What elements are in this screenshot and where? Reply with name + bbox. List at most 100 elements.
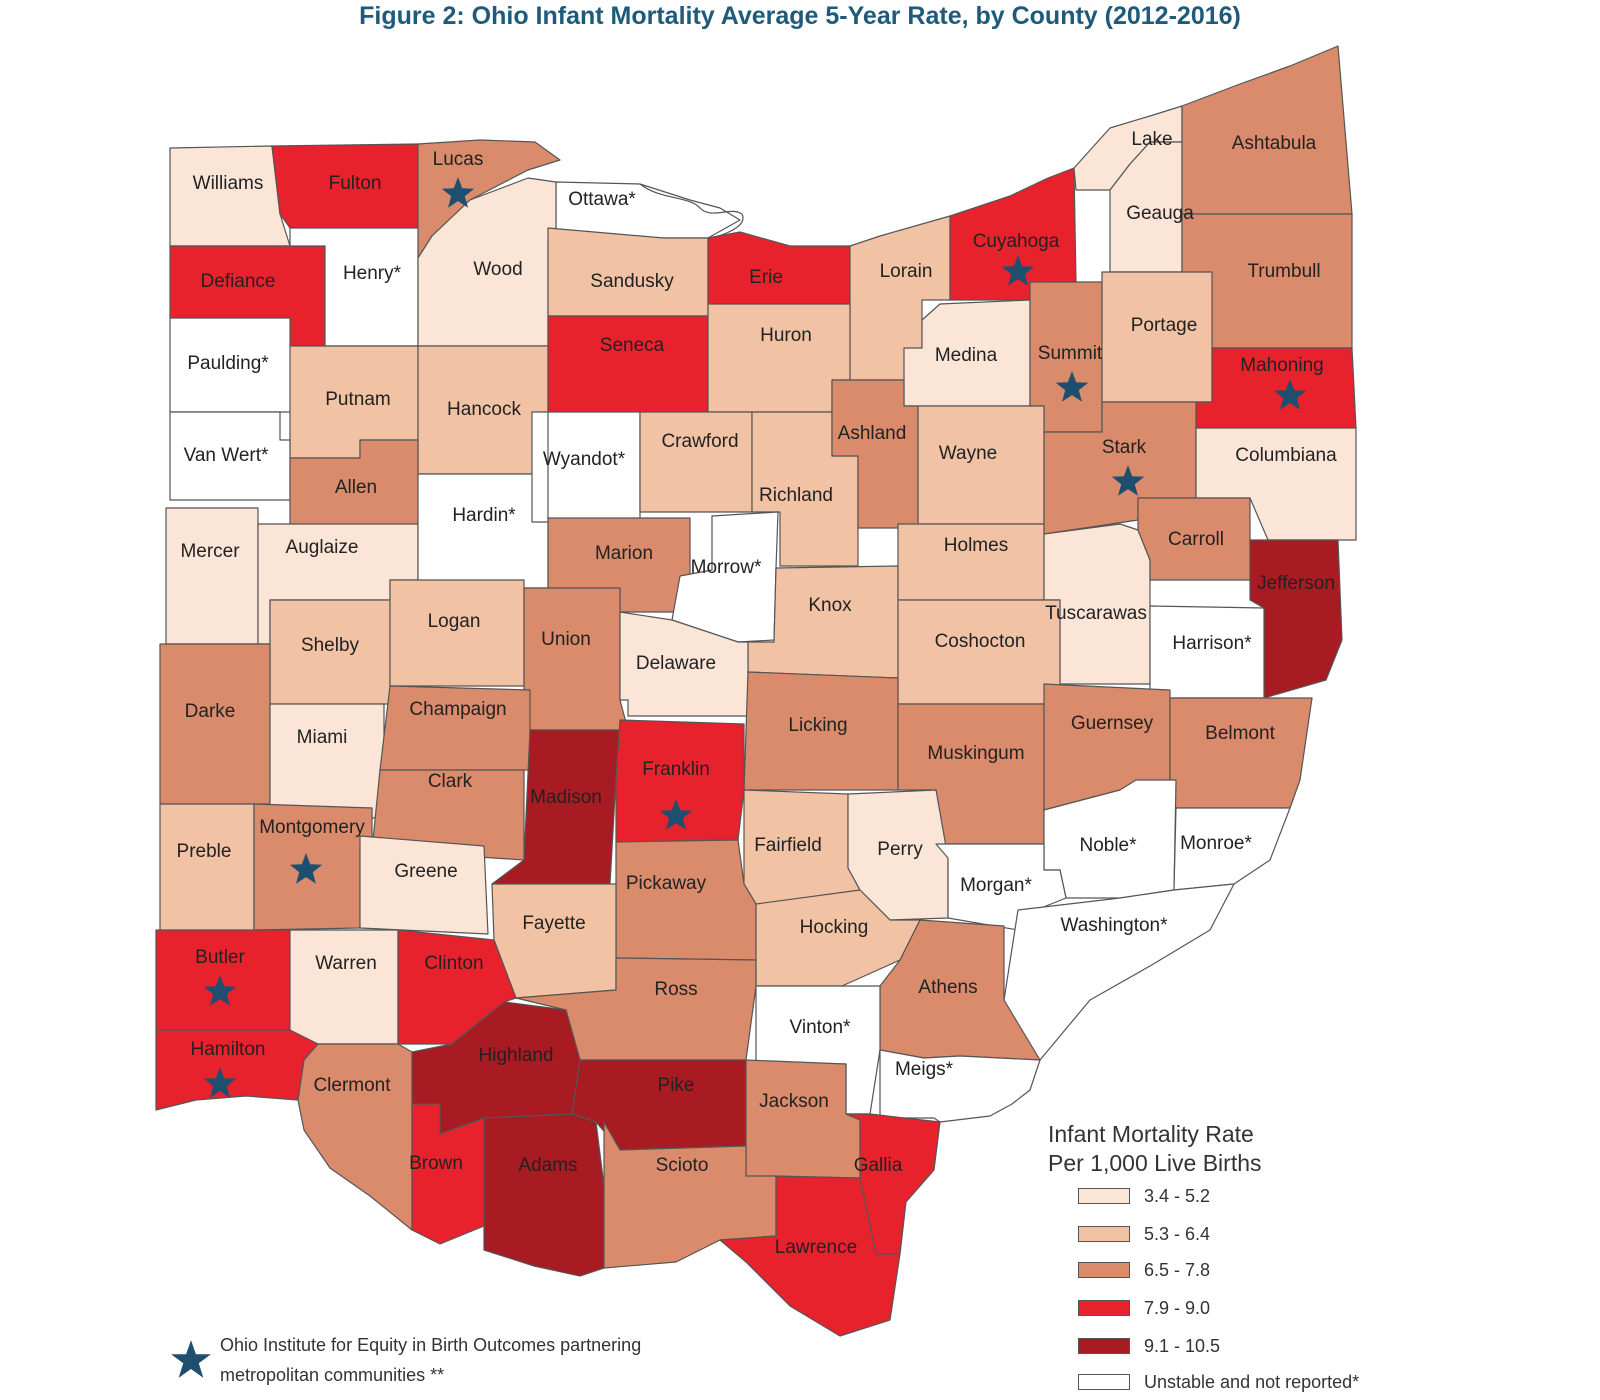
county-label-putnam: Putnam xyxy=(325,389,390,410)
county-label-paulding: Paulding* xyxy=(187,353,269,374)
county-label-fulton: Fulton xyxy=(329,173,382,194)
county-label-holmes: Holmes xyxy=(944,535,1008,556)
county-washington xyxy=(1003,883,1235,1061)
county-label-greene: Greene xyxy=(394,861,457,882)
county-label-lake: Lake xyxy=(1131,129,1172,150)
county-jackson xyxy=(745,1059,861,1179)
star-icon xyxy=(659,799,693,830)
county-adams xyxy=(483,1113,605,1277)
county-label-stark: Stark xyxy=(1102,437,1147,458)
county-label-ottawa: Ottawa* xyxy=(568,189,636,210)
county-label-clinton: Clinton xyxy=(424,953,483,974)
county-monroe xyxy=(1173,807,1291,891)
star-icon xyxy=(289,853,323,884)
county-label-mahoning: Mahoning xyxy=(1240,355,1323,376)
county-gallia xyxy=(845,1113,941,1255)
county-label-shelby: Shelby xyxy=(301,635,360,656)
county-logan xyxy=(389,579,525,687)
county-label-jackson: Jackson xyxy=(759,1091,829,1112)
county-label-trumbull: Trumbull xyxy=(1247,261,1320,282)
county-preble xyxy=(159,803,255,937)
county-label-harrison: Harrison* xyxy=(1172,633,1252,654)
county-label-coshocton: Coshocton xyxy=(935,631,1026,652)
county-label-ross: Ross xyxy=(654,979,697,1000)
county-label-logan: Logan xyxy=(428,611,481,632)
county-clermont xyxy=(297,1043,413,1231)
star-icon xyxy=(203,1067,237,1098)
county-label-gallia: Gallia xyxy=(854,1155,903,1176)
county-union xyxy=(523,587,629,731)
county-williams xyxy=(169,145,291,247)
county-label-carroll: Carroll xyxy=(1168,529,1224,550)
county-butler xyxy=(155,929,291,1031)
county-greene xyxy=(359,835,489,935)
legend-label: Unstable and not reported* xyxy=(1144,1371,1360,1392)
star-note-text: Ohio Institute for Equity in Birth Outco… xyxy=(220,1335,642,1385)
star-icon xyxy=(441,177,475,208)
legend-item: 5.3 - 6.4 xyxy=(1078,1223,1210,1245)
county-label-delaware: Delaware xyxy=(636,653,716,674)
county-pickaway xyxy=(615,839,757,961)
legend-item: 3.4 - 5.2 xyxy=(1078,1185,1210,1207)
star-icon xyxy=(171,1340,211,1378)
county-label-preble: Preble xyxy=(177,841,232,862)
county-label-brown: Brown xyxy=(409,1153,463,1174)
county-label-belmont: Belmont xyxy=(1205,723,1275,744)
county-label-hocking: Hocking xyxy=(800,917,869,938)
county-mercer xyxy=(165,507,259,645)
county-label-sandusky: Sandusky xyxy=(590,271,674,292)
county-darke xyxy=(159,643,271,805)
county-label-fayette: Fayette xyxy=(522,913,585,934)
county-label-champaign: Champaign xyxy=(409,699,506,720)
county-label-miami: Miami xyxy=(297,727,348,748)
legend-label: 3.4 - 5.2 xyxy=(1144,1185,1211,1206)
county-label-crawford: Crawford xyxy=(661,431,738,452)
county-label-columbiana: Columbiana xyxy=(1235,445,1337,466)
county-jefferson xyxy=(1249,539,1343,699)
county-label-huron: Huron xyxy=(760,325,812,346)
county-label-licking: Licking xyxy=(788,715,847,736)
county-label-fairfield: Fairfield xyxy=(754,835,822,856)
county-label-lucas: Lucas xyxy=(433,149,484,170)
star-note: Ohio Institute for Equity in Birth Outco… xyxy=(170,1330,720,1390)
county-label-henry: Henry* xyxy=(343,263,402,284)
legend-swatch xyxy=(1078,1338,1130,1354)
county-miami xyxy=(269,703,385,819)
county-label-noble: Noble* xyxy=(1079,835,1137,856)
county-label-clermont: Clermont xyxy=(313,1075,391,1096)
county-label-geauga: Geauga xyxy=(1126,203,1194,224)
legend-swatch xyxy=(1078,1300,1130,1316)
legend-item: 9.1 - 10.5 xyxy=(1078,1335,1220,1357)
legend-item: Unstable and not reported* xyxy=(1078,1371,1359,1393)
star-icon xyxy=(1111,465,1145,496)
county-label-richland: Richland xyxy=(759,485,833,506)
county-label-lorain: Lorain xyxy=(880,261,933,282)
county-carroll xyxy=(1137,497,1251,581)
legend-item: 6.5 - 7.8 xyxy=(1078,1259,1210,1281)
county-label-medina: Medina xyxy=(935,345,998,366)
legend-title-line1: Infant Mortality Rate xyxy=(1048,1121,1254,1147)
county-label-clark: Clark xyxy=(428,771,473,792)
legend-swatch xyxy=(1078,1262,1130,1278)
county-lawrence xyxy=(719,1175,901,1337)
county-label-franklin: Franklin xyxy=(642,759,710,780)
star-icon xyxy=(1273,379,1307,410)
county-label-adams: Adams xyxy=(518,1155,577,1176)
county-label-wyandot: Wyandot* xyxy=(543,449,626,470)
county-seneca xyxy=(547,315,709,413)
county-label-williams: Williams xyxy=(193,173,264,194)
county-ashtabula xyxy=(1181,45,1353,215)
county-wayne xyxy=(917,405,1045,525)
legend-swatch xyxy=(1078,1226,1130,1242)
legend-title-line2: Per 1,000 Live Births xyxy=(1048,1150,1262,1176)
county-label-warren: Warren xyxy=(315,953,377,974)
county-label-portage: Portage xyxy=(1131,315,1198,336)
legend-swatch xyxy=(1078,1374,1130,1390)
county-label-seneca: Seneca xyxy=(600,335,665,356)
county-belmont xyxy=(1169,697,1313,809)
county-label-wood: Wood xyxy=(473,259,522,280)
map-title: Figure 2: Ohio Infant Mortality Average … xyxy=(359,2,1241,30)
county-label-monroe: Monroe* xyxy=(1180,833,1252,854)
county-label-erie: Erie xyxy=(749,267,783,288)
